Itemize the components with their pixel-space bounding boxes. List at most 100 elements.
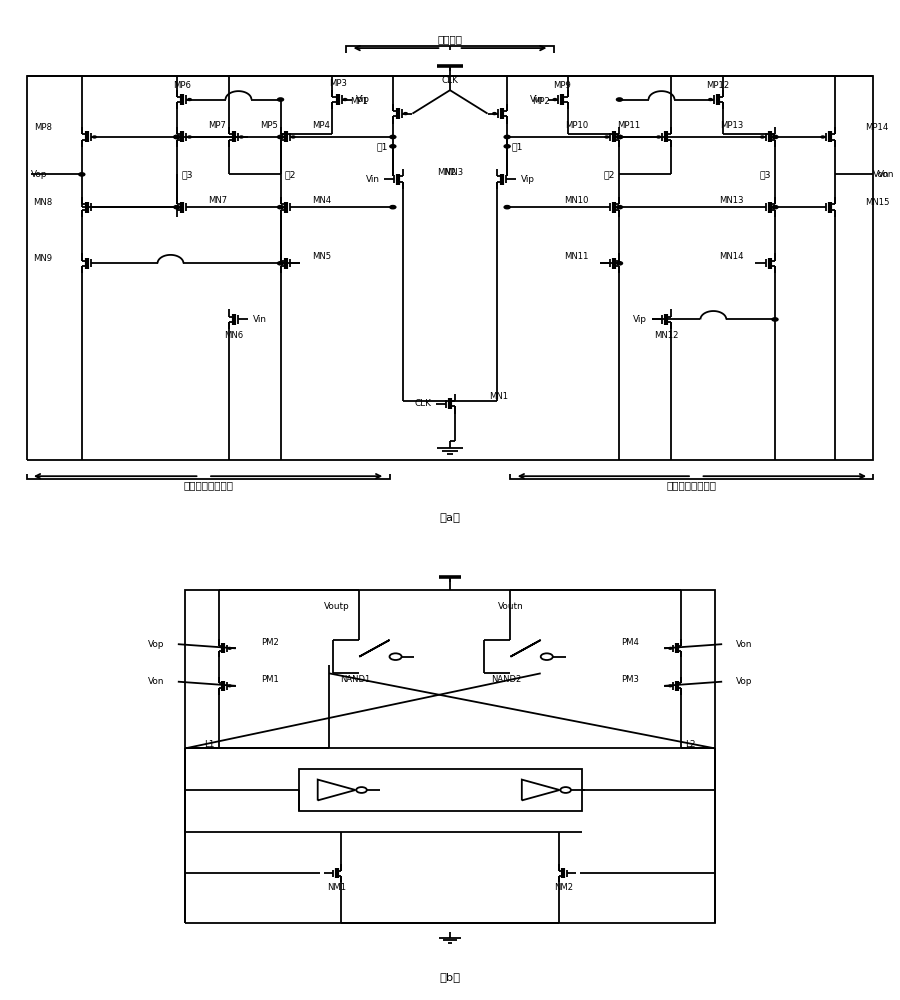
Text: MN4: MN4 bbox=[311, 196, 331, 205]
Circle shape bbox=[760, 136, 764, 138]
Circle shape bbox=[228, 647, 231, 649]
Text: Vin: Vin bbox=[530, 95, 544, 104]
Text: MP9: MP9 bbox=[554, 81, 572, 90]
Text: （b）: （b） bbox=[439, 972, 461, 982]
Circle shape bbox=[669, 647, 672, 649]
Circle shape bbox=[772, 318, 778, 321]
Text: MN3: MN3 bbox=[444, 168, 463, 177]
Circle shape bbox=[277, 135, 284, 139]
Text: PM2: PM2 bbox=[261, 638, 279, 647]
Text: Von: Von bbox=[873, 170, 890, 179]
Text: PM3: PM3 bbox=[621, 675, 639, 684]
Text: MN12: MN12 bbox=[653, 331, 679, 340]
Text: MN14: MN14 bbox=[719, 252, 743, 261]
Text: Vip: Vip bbox=[356, 95, 370, 104]
Text: 右1: 右1 bbox=[511, 142, 523, 151]
Text: MN15: MN15 bbox=[865, 198, 889, 207]
Text: MP8: MP8 bbox=[34, 123, 52, 132]
Text: MN11: MN11 bbox=[563, 252, 589, 261]
Text: Vin: Vin bbox=[253, 315, 266, 324]
Text: MP14: MP14 bbox=[865, 123, 888, 132]
Text: 四级压控延时线级: 四级压控延时线级 bbox=[183, 481, 233, 491]
Text: MN1: MN1 bbox=[489, 392, 508, 401]
Circle shape bbox=[669, 685, 672, 687]
Circle shape bbox=[79, 173, 85, 176]
Text: MP5: MP5 bbox=[260, 121, 278, 130]
Text: CLK: CLK bbox=[442, 76, 458, 85]
Text: MP3: MP3 bbox=[328, 79, 346, 88]
Text: MP12: MP12 bbox=[706, 81, 730, 90]
Text: Vop: Vop bbox=[31, 170, 48, 179]
Text: Vin: Vin bbox=[365, 175, 380, 184]
Circle shape bbox=[390, 135, 396, 139]
Circle shape bbox=[188, 136, 192, 138]
Text: NM1: NM1 bbox=[327, 883, 346, 892]
Circle shape bbox=[404, 113, 408, 115]
Circle shape bbox=[174, 135, 180, 139]
Circle shape bbox=[228, 685, 231, 687]
Text: MP6: MP6 bbox=[173, 81, 191, 90]
Circle shape bbox=[174, 206, 180, 209]
Text: MP4: MP4 bbox=[311, 121, 329, 130]
Text: Voutp: Voutp bbox=[324, 602, 349, 611]
Circle shape bbox=[277, 206, 284, 209]
Text: PM1: PM1 bbox=[261, 675, 279, 684]
Circle shape bbox=[174, 135, 180, 139]
Circle shape bbox=[292, 136, 295, 138]
Text: 左2: 左2 bbox=[284, 170, 296, 179]
Text: NM2: NM2 bbox=[554, 883, 573, 892]
Text: Voutn: Voutn bbox=[498, 602, 524, 611]
Text: Vip: Vip bbox=[520, 175, 535, 184]
Text: Vip: Vip bbox=[634, 315, 647, 324]
Text: MN6: MN6 bbox=[224, 331, 244, 340]
Circle shape bbox=[239, 136, 243, 138]
Circle shape bbox=[188, 99, 192, 101]
Circle shape bbox=[616, 206, 623, 209]
Text: MN13: MN13 bbox=[719, 196, 743, 205]
Text: 四级压控延时线级: 四级压控延时线级 bbox=[667, 481, 717, 491]
Text: 右2: 右2 bbox=[604, 170, 616, 179]
Text: MP11: MP11 bbox=[616, 121, 640, 130]
Circle shape bbox=[605, 136, 608, 138]
Text: 右3: 右3 bbox=[760, 170, 770, 179]
Circle shape bbox=[504, 145, 510, 148]
Text: NAND2: NAND2 bbox=[491, 675, 522, 684]
Circle shape bbox=[772, 135, 778, 139]
Text: MP10: MP10 bbox=[565, 121, 589, 130]
Circle shape bbox=[616, 135, 623, 139]
Text: L2: L2 bbox=[685, 740, 696, 749]
Text: MP7: MP7 bbox=[208, 121, 226, 130]
Text: 左1: 左1 bbox=[377, 142, 389, 151]
Circle shape bbox=[277, 98, 284, 101]
Text: Vop: Vop bbox=[736, 677, 752, 686]
Text: Von: Von bbox=[736, 640, 752, 649]
Circle shape bbox=[390, 145, 396, 148]
Text: MN9: MN9 bbox=[33, 254, 52, 263]
Text: 左3: 左3 bbox=[181, 170, 193, 179]
Circle shape bbox=[492, 113, 496, 115]
Circle shape bbox=[504, 206, 510, 209]
Circle shape bbox=[93, 136, 96, 138]
Text: MN10: MN10 bbox=[563, 196, 589, 205]
Text: MN7: MN7 bbox=[208, 196, 227, 205]
Text: MP2: MP2 bbox=[532, 97, 550, 106]
Text: CLK: CLK bbox=[415, 399, 431, 408]
Circle shape bbox=[616, 262, 623, 265]
Circle shape bbox=[657, 136, 661, 138]
Circle shape bbox=[772, 206, 778, 209]
Circle shape bbox=[616, 98, 623, 101]
Text: PM4: PM4 bbox=[621, 638, 639, 647]
Circle shape bbox=[343, 99, 346, 101]
Circle shape bbox=[554, 99, 557, 101]
Circle shape bbox=[821, 136, 824, 138]
Circle shape bbox=[616, 135, 623, 139]
Text: Von: Von bbox=[148, 677, 164, 686]
Text: Vop: Vop bbox=[148, 640, 164, 649]
Circle shape bbox=[708, 99, 712, 101]
Text: L1: L1 bbox=[204, 740, 215, 749]
Text: MN2: MN2 bbox=[437, 168, 456, 177]
Text: MN5: MN5 bbox=[311, 252, 331, 261]
Text: （a）: （a） bbox=[439, 513, 461, 523]
Text: MN8: MN8 bbox=[33, 198, 52, 207]
Circle shape bbox=[277, 262, 284, 265]
